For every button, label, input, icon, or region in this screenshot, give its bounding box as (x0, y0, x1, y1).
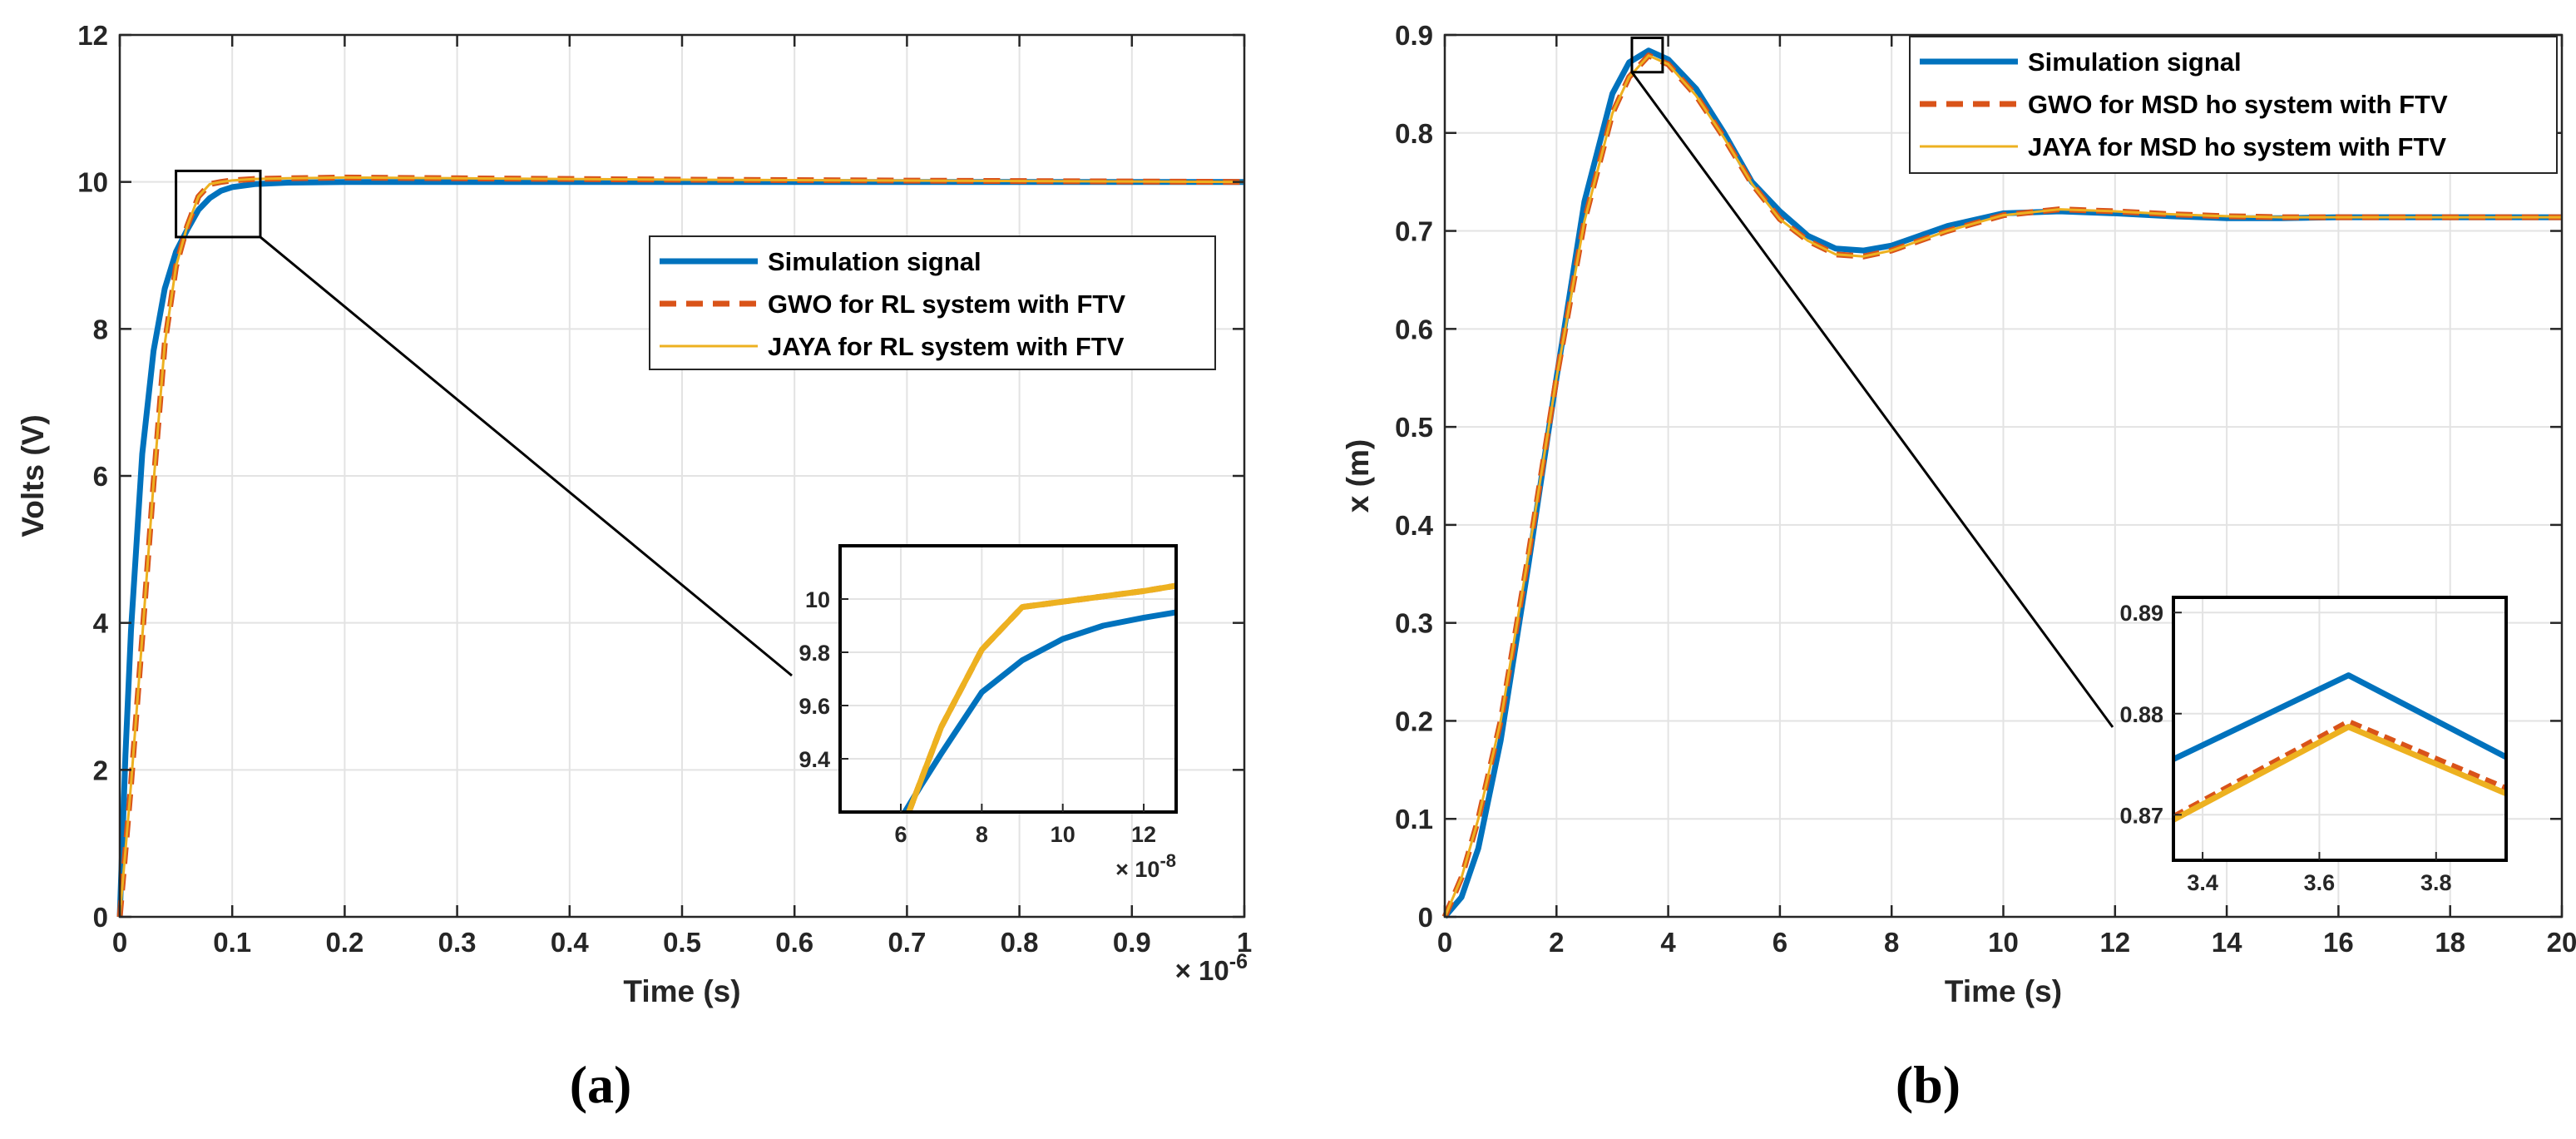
y-tick-label: 0.4 (1395, 510, 1434, 541)
inset-y-tick-label: 9.6 (799, 694, 830, 719)
x-tick-label: 14 (2212, 927, 2242, 958)
inset-y-tick-label: 9.8 (799, 641, 830, 666)
y-tick-label: 12 (77, 20, 108, 51)
x-tick-label: 0.9 (1113, 927, 1151, 958)
y-tick-label: 0.2 (1395, 706, 1433, 736)
y-tick-label: 0 (1418, 902, 1433, 933)
x-tick-label: 0.6 (775, 927, 813, 958)
x-tick-label: 0 (1437, 927, 1452, 958)
inset-x-tick-label: 8 (976, 822, 988, 847)
x-axis-label: Time (s) (623, 974, 740, 1008)
x-tick-label: 2 (1549, 927, 1564, 958)
inset-x-tick-label: 3.8 (2420, 870, 2452, 895)
panel-caption: (a) (570, 1055, 632, 1114)
inset-y-tick-label: 10 (805, 587, 830, 612)
y-tick-label: 0.7 (1395, 216, 1433, 247)
panel-b: 0 2 4 6 8 10 12 14 16 18 20 0 0.1 0.2 0.3 0.4 0.5 0.6 0.7 0… (1341, 20, 2576, 1114)
inset-y-tick-label: 0.87 (2119, 803, 2163, 828)
x-axis-exponent: × 10-6 (1175, 950, 1248, 986)
y-tick-label: 6 (93, 461, 108, 492)
x-axis-exponent-power: -6 (1229, 950, 1248, 973)
zoom-connector (260, 235, 793, 677)
inset-x-tick-label: 3.4 (2187, 870, 2218, 895)
x-tick-label: 6 (1773, 927, 1787, 958)
legend-label-1: Simulation signal (2028, 47, 2242, 77)
inset-series-line-1 (2173, 672, 2506, 762)
x-tick-label: 10 (1988, 927, 2019, 958)
inset-frame (2172, 596, 2508, 862)
x-tick-label: 0.8 (1001, 927, 1039, 958)
inset-series-line-3 (906, 582, 1176, 812)
x-tick-label: 0.7 (888, 927, 926, 958)
x-tick-label: 18 (2435, 927, 2465, 958)
x-tick-label: 1 (1237, 927, 1252, 958)
inset-y-tick-label: 0.88 (2119, 702, 2163, 727)
y-axis-label: x (m) (1341, 439, 1375, 513)
y-tick-label: 2 (93, 755, 108, 785)
legend-label-1: Simulation signal (768, 247, 981, 276)
panel-caption: (b) (1896, 1055, 1960, 1114)
legend-label-2: GWO for RL system with FTV (768, 290, 1125, 319)
x-tick-label: 12 (2099, 927, 2130, 958)
inset-a: 6 8 10 129.49.69.810× 10-8 (799, 544, 1178, 882)
x-axis-label: Time (s) (1945, 974, 2062, 1008)
inset-area (840, 546, 1176, 812)
x-tick-label: 0.3 (438, 927, 477, 958)
inset-x-tick-label: 6 (894, 822, 907, 847)
inset-x-tick-label: 10 (1051, 822, 1075, 847)
zoom-box (175, 169, 262, 239)
y-tick-label: 8 (93, 314, 108, 344)
y-tick-label: 0.6 (1395, 314, 1433, 344)
panel-a: 0 0.1 0.2 0.3 0.4 0.5 0.6 0.7 0.8 0.9 1024681012Ti… (16, 20, 1252, 1114)
inset-y-tick-label: 0.89 (2119, 601, 2163, 626)
y-tick-label: 0.3 (1395, 608, 1433, 639)
inset-series-line-2 (2173, 719, 2506, 820)
inset-y-tick-label: 9.4 (799, 747, 830, 772)
x-tick-label: 16 (2323, 927, 2354, 958)
x-tick-label: 8 (1884, 927, 1899, 958)
y-tick-label: 4 (93, 608, 109, 639)
inset-b: 3.4 3.6 3.8 0.87 0.88 0.89 (2119, 596, 2508, 895)
series-line-3 (1443, 54, 2562, 918)
legend-label-3: JAYA for MSD ho system with FTV (2028, 132, 2446, 161)
zoom-box (1630, 37, 1664, 74)
y-tick-label: 0.9 (1395, 20, 1433, 51)
inset-series-line-3 (2173, 724, 2506, 823)
x-tick-label: 0.4 (551, 927, 590, 958)
series-line-1 (116, 179, 1244, 918)
y-tick-label: 10 (77, 167, 108, 198)
x-tick-label: 0.1 (213, 927, 251, 958)
y-tick-label: 0 (93, 902, 108, 933)
inset-x-tick-label: 12 (1131, 822, 1156, 847)
inset-x-tick-label: 3.6 (2304, 870, 2336, 895)
legend-label-2: GWO for MSD ho system with FTV (2028, 90, 2448, 119)
zoom-connector (1630, 71, 2114, 728)
y-tick-label: 0.5 (1395, 412, 1433, 443)
y-tick-label: 0.8 (1395, 118, 1433, 149)
legend-label-3: JAYA for RL system with FTV (768, 332, 1125, 361)
y-axis-label: Volts (V) (16, 414, 50, 537)
series-line-3 (118, 176, 1245, 918)
x-tick-label: 4 (1660, 927, 1676, 958)
y-tick-label: 0.1 (1395, 804, 1433, 834)
inset-frame (838, 544, 1178, 814)
x-tick-label: 0 (112, 927, 127, 958)
inset-x-exponent-power: -8 (1159, 850, 1176, 871)
x-tick-label: 20 (2547, 927, 2576, 958)
x-tick-label: 0.2 (325, 927, 363, 958)
inset-series-line-1 (902, 609, 1176, 812)
x-tick-label: 0.5 (663, 927, 701, 958)
